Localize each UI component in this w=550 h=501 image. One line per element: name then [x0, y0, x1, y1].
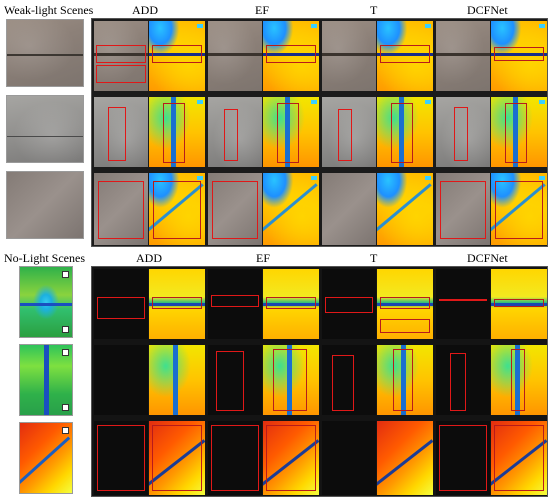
weak-source-image-1 — [6, 19, 84, 87]
no-method-t: T — [370, 251, 378, 265]
weak-dcfnet-thermal-3 — [491, 173, 547, 245]
no-t-rgb-1 — [322, 269, 376, 339]
weak-method-add: ADD — [132, 3, 158, 17]
weak-add-rgb-2 — [94, 97, 148, 167]
no-dcfnet-rgb-1 — [436, 269, 490, 339]
no-add-thermal-2 — [149, 345, 205, 415]
weak-method-ef: EF — [255, 3, 270, 17]
no-t-rgb-3 — [322, 421, 376, 495]
weak-t-thermal-2 — [377, 97, 433, 167]
no-ef-rgb-2 — [208, 345, 262, 415]
weak-result-grid — [91, 18, 548, 247]
weak-dcfnet-rgb-3 — [436, 173, 490, 245]
no-method-ef: EF — [256, 251, 271, 265]
no-add-rgb-3 — [94, 421, 148, 495]
weak-method-dcfnet: DCFNet — [467, 3, 508, 17]
no-add-rgb-2 — [94, 345, 148, 415]
no-ef-rgb-1 — [208, 269, 262, 339]
weak-ef-rgb-2 — [208, 97, 262, 167]
weak-t-rgb-1 — [322, 21, 376, 91]
no-add-thermal-3 — [149, 421, 205, 495]
weak-source-image-2 — [6, 95, 84, 163]
weak-ef-thermal-2 — [263, 97, 319, 167]
weak-t-rgb-3 — [322, 173, 376, 245]
weak-method-t: T — [370, 3, 378, 17]
weak-dcfnet-thermal-1 — [491, 21, 547, 91]
no-ef-thermal-2 — [263, 345, 319, 415]
no-add-rgb-1 — [94, 269, 148, 339]
weak-ef-thermal-1 — [263, 21, 319, 91]
weak-t-thermal-1 — [377, 21, 433, 91]
weak-add-thermal-3 — [149, 173, 205, 245]
weak-dcfnet-rgb-2 — [436, 97, 490, 167]
no-method-add: ADD — [136, 251, 162, 265]
no-t-thermal-3 — [377, 421, 433, 495]
no-ef-thermal-1 — [263, 269, 319, 339]
no-ef-thermal-3 — [263, 421, 319, 495]
weak-t-rgb-2 — [322, 97, 376, 167]
no-t-rgb-2 — [322, 345, 376, 415]
weak-t-thermal-3 — [377, 173, 433, 245]
no-ef-rgb-3 — [208, 421, 262, 495]
no-dcfnet-thermal-2 — [491, 345, 547, 415]
weak-add-rgb-3 — [94, 173, 148, 245]
crack-line — [7, 54, 83, 56]
weak-ef-thermal-3 — [263, 173, 319, 245]
weak-add-rgb-1 — [94, 21, 148, 91]
no-light-title: No-Light Scenes — [4, 251, 85, 265]
no-add-thermal-1 — [149, 269, 205, 339]
no-dcfnet-thermal-1 — [491, 269, 547, 339]
crack-line — [7, 136, 83, 137]
no-dcfnet-rgb-3 — [436, 421, 490, 495]
no-t-thermal-1 — [377, 269, 433, 339]
weak-add-thermal-2 — [149, 97, 205, 167]
no-dcfnet-thermal-3 — [491, 421, 547, 495]
no-result-grid — [91, 266, 548, 497]
no-source-image-2 — [19, 344, 73, 416]
no-source-image-1 — [19, 266, 73, 338]
weak-dcfnet-thermal-2 — [491, 97, 547, 167]
no-dcfnet-rgb-2 — [436, 345, 490, 415]
no-method-dcfnet: DCFNet — [467, 251, 508, 265]
no-t-thermal-2 — [377, 345, 433, 415]
no-source-image-3 — [19, 422, 73, 494]
weak-dcfnet-rgb-1 — [436, 21, 490, 91]
weak-light-title: Weak-light Scenes — [4, 3, 94, 17]
weak-source-image-3 — [6, 171, 84, 239]
weak-ef-rgb-3 — [208, 173, 262, 245]
weak-ef-rgb-1 — [208, 21, 262, 91]
weak-add-thermal-1 — [149, 21, 205, 91]
